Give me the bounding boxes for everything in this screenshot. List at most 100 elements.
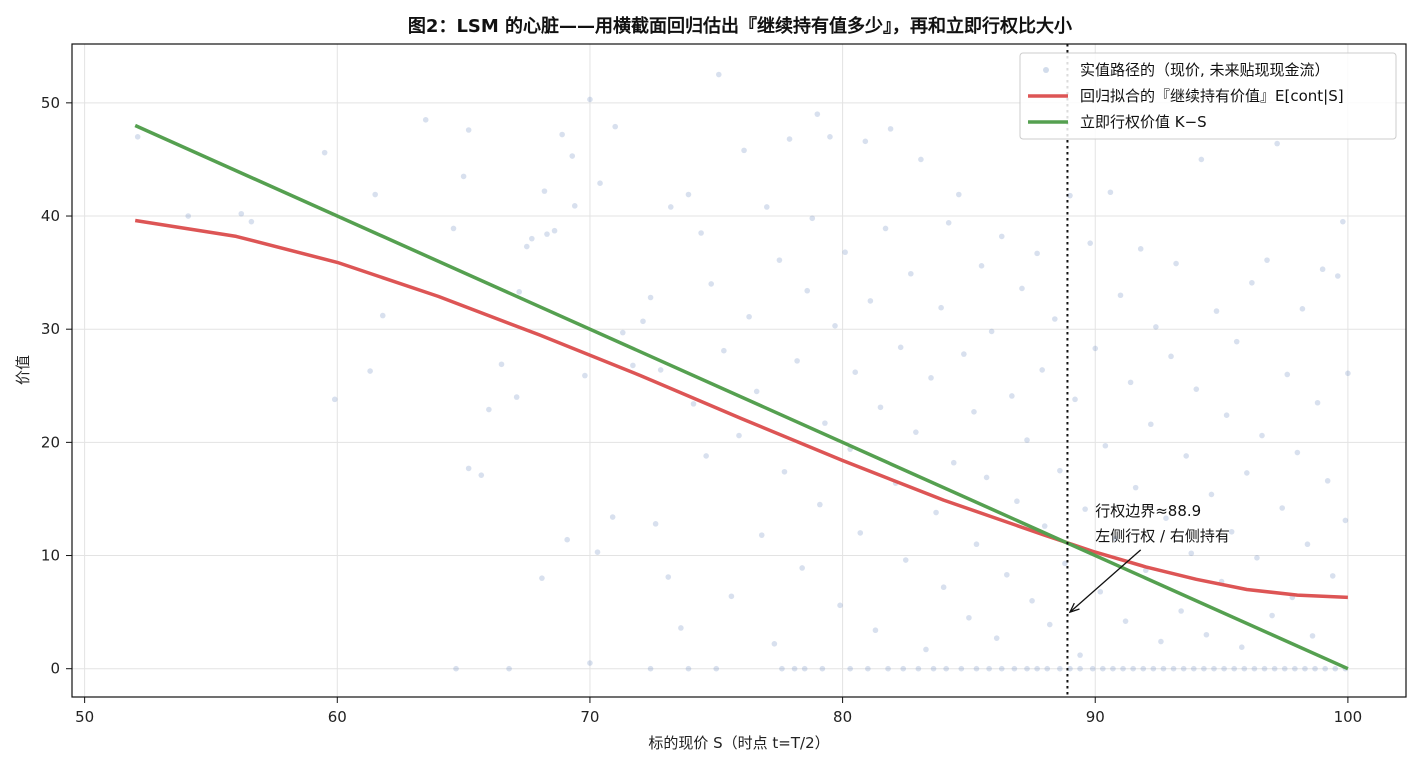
scatter-point bbox=[1302, 665, 1308, 672]
scatter-point bbox=[523, 243, 530, 250]
x-tick-label: 70 bbox=[580, 708, 599, 726]
scatter-point bbox=[1319, 266, 1326, 273]
scatter-point bbox=[619, 329, 626, 336]
scatter-point bbox=[902, 557, 909, 563]
scatter-point bbox=[1201, 665, 1207, 672]
scatter-point bbox=[1052, 316, 1058, 322]
scatter-point bbox=[832, 322, 838, 329]
scatter-point bbox=[1034, 665, 1040, 672]
scatter-point bbox=[486, 406, 492, 413]
chart-title: 图2：LSM 的心脏——用横截面回归估出『继续持有值多少』，再和立即行权比大小 bbox=[408, 15, 1072, 37]
scatter-point bbox=[1039, 367, 1045, 373]
scatter-point bbox=[885, 665, 891, 672]
scatter-point bbox=[630, 362, 636, 369]
scatter-point bbox=[799, 565, 805, 571]
scatter-point bbox=[1193, 386, 1200, 392]
scatter-point bbox=[597, 180, 603, 187]
scatter-point bbox=[882, 225, 889, 232]
scatter-point bbox=[321, 149, 328, 156]
annotation-arrow bbox=[1069, 549, 1142, 613]
scatter-point bbox=[1014, 498, 1020, 505]
scatter-point bbox=[1279, 505, 1286, 511]
scatter-point bbox=[1072, 396, 1078, 403]
scatter-point bbox=[1148, 421, 1154, 428]
scatter-point bbox=[1024, 665, 1030, 672]
scatter-point bbox=[1211, 665, 1217, 672]
scatter-point bbox=[1092, 345, 1099, 352]
scatter-point bbox=[1269, 612, 1275, 619]
scatter-point bbox=[1019, 285, 1025, 292]
scatter-point bbox=[993, 635, 1000, 641]
scatter-point bbox=[652, 521, 659, 527]
scatter-point bbox=[640, 318, 646, 325]
scatter-point bbox=[1180, 665, 1187, 672]
scatter-point bbox=[1024, 437, 1030, 443]
scatter-point bbox=[685, 191, 692, 198]
x-tick-label: 80 bbox=[833, 708, 852, 726]
scatter-point bbox=[971, 409, 977, 415]
legend-swatch-scatter bbox=[1043, 67, 1049, 73]
scatter-point bbox=[1009, 393, 1015, 399]
scatter-point bbox=[1259, 432, 1265, 439]
scatter-point bbox=[685, 665, 692, 672]
scatter-point bbox=[372, 191, 378, 198]
scatter-point bbox=[1342, 517, 1349, 524]
scatter-point bbox=[978, 263, 985, 269]
scatter-point bbox=[513, 394, 520, 400]
scatter-point bbox=[973, 541, 980, 548]
x-tick-label: 100 bbox=[1334, 708, 1363, 726]
scatter-point bbox=[248, 218, 255, 225]
legend: 实值路径的（现价, 未来贴现现金流） 回归拟合的『继续持有价值』E[cont|S… bbox=[1019, 52, 1397, 140]
scatter-point bbox=[698, 230, 704, 236]
scatter-point bbox=[541, 188, 548, 194]
scatter-point bbox=[847, 665, 853, 672]
scatter-point bbox=[1168, 353, 1174, 360]
scatter-point bbox=[804, 287, 811, 294]
scatter-point bbox=[465, 465, 472, 472]
scatter-point bbox=[331, 396, 338, 403]
scatter-point bbox=[1067, 665, 1073, 672]
scatter-point bbox=[1254, 554, 1260, 561]
scatter-point bbox=[736, 432, 742, 439]
scatter-point bbox=[940, 584, 947, 591]
scatter-point bbox=[1274, 140, 1280, 147]
scatter-point bbox=[1314, 399, 1321, 406]
regression-line bbox=[134, 218, 1348, 600]
scatter-point bbox=[1160, 665, 1167, 672]
annotation-line-1: 行权边界≈88.9 bbox=[1095, 502, 1201, 520]
scatter-point bbox=[857, 530, 864, 536]
scatter-point bbox=[1203, 631, 1210, 638]
scatter-point bbox=[966, 614, 972, 621]
scatter-point bbox=[945, 220, 952, 226]
scatter-point bbox=[1130, 665, 1136, 672]
scatter-point bbox=[1173, 260, 1179, 267]
scatter-point bbox=[587, 96, 593, 103]
y-tick-label: 0 bbox=[50, 660, 60, 678]
y-axis-title: 价值 bbox=[14, 355, 32, 385]
scatter-point bbox=[1150, 665, 1157, 672]
scatter-point bbox=[1322, 665, 1328, 672]
scatter-point bbox=[516, 289, 522, 295]
scatter-point bbox=[1107, 189, 1114, 196]
scatter-point bbox=[1304, 541, 1311, 548]
scatter-point bbox=[539, 575, 545, 581]
legend-label-regression: 回归拟合的『继续持有价值』E[cont|S] bbox=[1080, 87, 1344, 105]
scatter-point bbox=[1089, 665, 1096, 672]
scatter-point bbox=[988, 328, 995, 335]
scatter-point bbox=[465, 127, 472, 133]
plot-frame bbox=[71, 43, 1407, 698]
scatter-point bbox=[1294, 449, 1301, 456]
grid-lines bbox=[72, 44, 1406, 697]
scatter-point bbox=[1281, 665, 1288, 672]
scatter-point bbox=[529, 235, 535, 242]
scatter-point bbox=[915, 665, 922, 672]
scatter-point bbox=[1057, 467, 1063, 474]
scatter-point bbox=[1087, 240, 1093, 246]
series-lines bbox=[134, 123, 1349, 671]
scatter-point bbox=[943, 665, 949, 672]
scatter-point bbox=[1329, 573, 1336, 579]
scatter-point bbox=[460, 173, 467, 180]
scatter-point bbox=[938, 304, 944, 311]
x-tick-label: 90 bbox=[1086, 708, 1105, 726]
